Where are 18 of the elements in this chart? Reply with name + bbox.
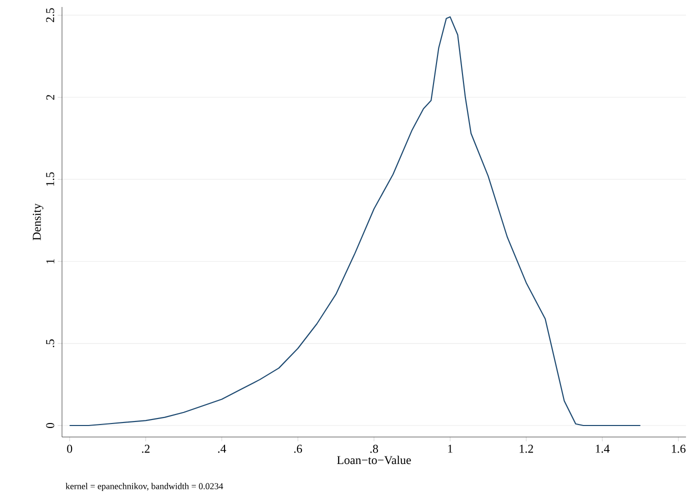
y-tick-label: 2.5 xyxy=(46,8,54,22)
y-tick-label: 2 xyxy=(46,94,54,100)
x-tick-label: .8 xyxy=(370,444,378,453)
x-tick-label: 1.2 xyxy=(520,444,534,453)
x-tick-label: .4 xyxy=(218,444,226,453)
text: kernel = epanechnikov, bandwidth = 0.0234 xyxy=(66,482,224,492)
x-tick-label: 1.6 xyxy=(672,444,686,453)
y-tick-label: .5 xyxy=(46,339,54,348)
x-tick-label: 1 xyxy=(448,444,452,453)
y-axis-title: Density xyxy=(32,203,44,240)
x-tick-label: .6 xyxy=(294,444,302,453)
x-tick-label: 1.4 xyxy=(596,444,610,453)
y-tick-label: 1.5 xyxy=(46,172,54,186)
y-tick-label: 1 xyxy=(46,259,54,264)
y-tick-label: 0 xyxy=(46,422,54,428)
x-tick-label: .2 xyxy=(142,444,150,453)
x-tick-label: 0 xyxy=(67,444,72,453)
x-axis-title: Loan−to−Value xyxy=(337,456,411,464)
